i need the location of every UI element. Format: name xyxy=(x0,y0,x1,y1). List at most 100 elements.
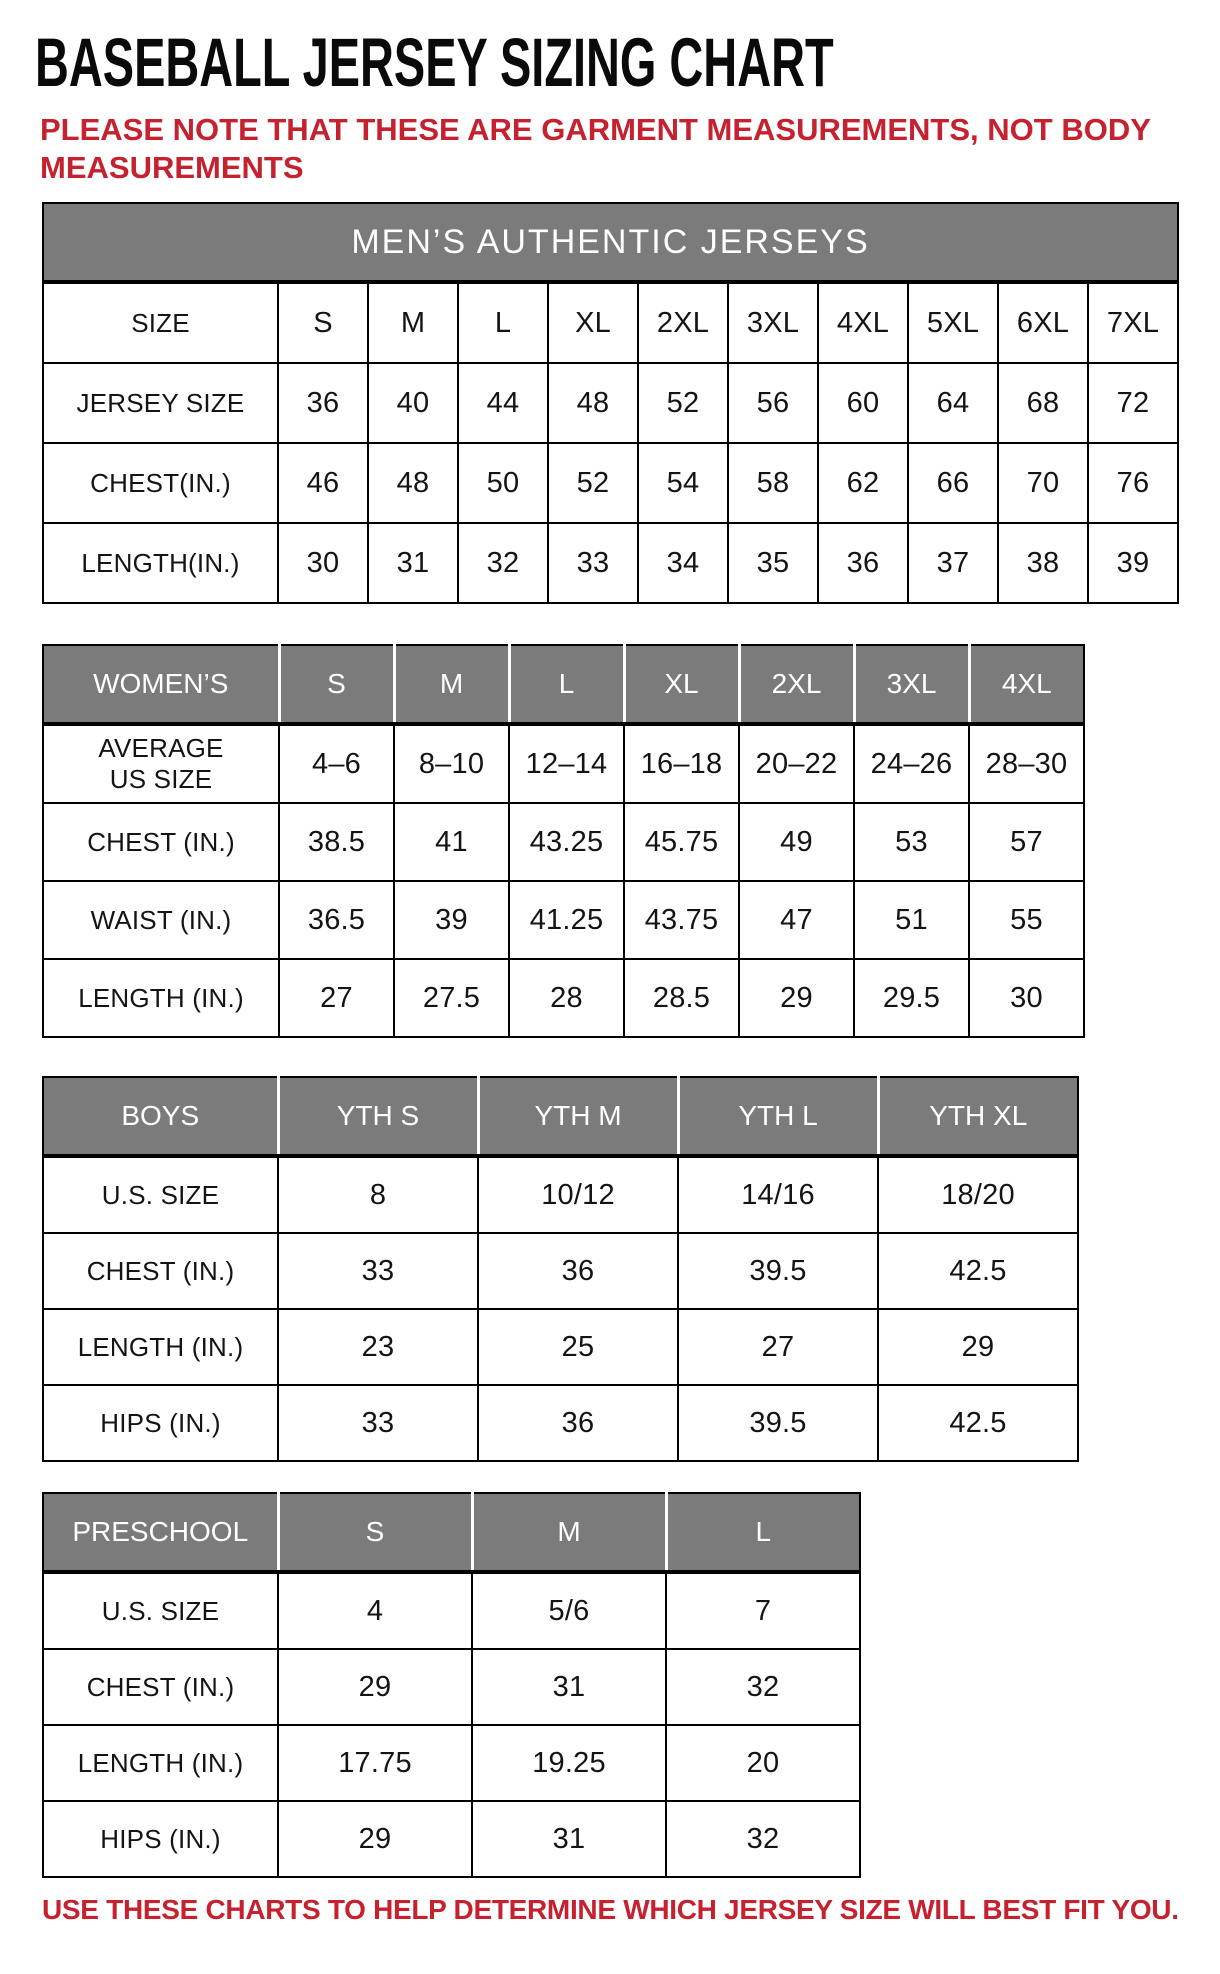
table-cell: 54 xyxy=(637,442,729,524)
table-cell: 23 xyxy=(277,1308,479,1386)
table-cell: 37 xyxy=(907,522,999,604)
row-label: HIPS (IN.) xyxy=(42,1384,279,1462)
table-cell: 29 xyxy=(277,1648,473,1726)
table-cell: 53 xyxy=(853,802,970,882)
table-cell: 60 xyxy=(817,362,909,444)
column-header: M xyxy=(470,1492,667,1574)
table-cell: 55 xyxy=(968,880,1085,960)
table-cell: 36.5 xyxy=(278,880,395,960)
table-row: U.S. SIZE 8 10/12 14/16 18/20 xyxy=(42,1155,1079,1234)
table-cell: 64 xyxy=(907,362,999,444)
table-cell: 36 xyxy=(477,1384,679,1462)
table-cell: 25 xyxy=(477,1308,679,1386)
table-header-row: PRESCHOOL S M L xyxy=(42,1492,861,1574)
column-header: YTH L xyxy=(676,1076,879,1158)
column-header: 2XL xyxy=(737,644,855,726)
table-cell: 2XL xyxy=(637,281,729,364)
table-cell: 72 xyxy=(1087,362,1179,444)
row-label: AVERAGE US SIZE xyxy=(42,723,280,804)
table-cell: 32 xyxy=(665,1800,861,1878)
table-cell: 39.5 xyxy=(677,1232,879,1310)
table-cell: 20 xyxy=(665,1724,861,1802)
table-row: LENGTH (IN.) 17.75 19.25 20 xyxy=(42,1724,861,1802)
table-cell: 58 xyxy=(727,442,819,524)
boys-sizing-table: BOYS YTH S YTH M YTH L YTH XL U.S. SIZE 8 10/12… xyxy=(42,1076,1079,1462)
table-cell: 57 xyxy=(968,802,1085,882)
row-label: LENGTH (IN.) xyxy=(42,958,280,1038)
table-cell: 8 xyxy=(277,1155,479,1234)
column-header: S xyxy=(276,1492,473,1574)
table-cell: 39.5 xyxy=(677,1384,879,1462)
table-cell: 51 xyxy=(853,880,970,960)
table-cell: 14/16 xyxy=(677,1155,879,1234)
table-cell: 29 xyxy=(738,958,855,1038)
table-cell: 4–6 xyxy=(278,723,395,804)
table-cell: 20–22 xyxy=(738,723,855,804)
table-row: CHEST (IN.) 33 36 39.5 42.5 xyxy=(42,1232,1079,1310)
column-header: YTH XL xyxy=(876,1076,1079,1158)
page-title: BASEBALL JERSEY SIZING CHART xyxy=(35,24,834,101)
table-cell: 33 xyxy=(547,522,639,604)
table-cell: 30 xyxy=(277,522,369,604)
column-header: YTH M xyxy=(476,1076,679,1158)
table-cell: 5XL xyxy=(907,281,999,364)
table-row: SIZE S M L XL 2XL 3XL 4XL 5XL 6XL 7XL xyxy=(42,281,1179,364)
table-cell: 7 xyxy=(665,1571,861,1650)
row-label: CHEST (IN.) xyxy=(42,1232,279,1310)
womens-sizing-table: WOMEN’S S M L XL 2XL 3XL 4XL AVERAGE US SIZE 4–6 8… xyxy=(42,644,1085,1038)
column-header: S xyxy=(277,644,395,726)
table-cell: 16–18 xyxy=(623,723,740,804)
table-row: JERSEY SIZE 36 40 44 48 52 56 60 64 68 72 xyxy=(42,362,1179,444)
table-cell: 28 xyxy=(508,958,625,1038)
table-cell: 19.25 xyxy=(471,1724,667,1802)
column-header: L xyxy=(664,1492,861,1574)
row-label: LENGTH (IN.) xyxy=(42,1308,279,1386)
table-cell: 68 xyxy=(997,362,1089,444)
table-cell: 40 xyxy=(367,362,459,444)
table-cell: M xyxy=(367,281,459,364)
table-cell: 50 xyxy=(457,442,549,524)
table-row: CHEST(IN.) 46 48 50 52 54 58 62 66 70 76 xyxy=(42,442,1179,524)
table-cell: 31 xyxy=(367,522,459,604)
row-label: U.S. SIZE xyxy=(42,1571,279,1650)
table-cell: 36 xyxy=(477,1232,679,1310)
table-cell: 56 xyxy=(727,362,819,444)
table-cell: 35 xyxy=(727,522,819,604)
table-cell: 41.25 xyxy=(508,880,625,960)
table-banner: MEN’S AUTHENTIC JERSEYS xyxy=(42,202,1179,284)
table-row: AVERAGE US SIZE 4–6 8–10 12–14 16–18 20–22 24–… xyxy=(42,723,1085,804)
table-cell: 38.5 xyxy=(278,802,395,882)
mens-authentic-jerseys-table: MEN’S AUTHENTIC JERSEYS SIZE S M L XL 2XL 3XL 4X… xyxy=(42,202,1179,604)
table-cell: 24–26 xyxy=(853,723,970,804)
table-cell: 39 xyxy=(1087,522,1179,604)
column-header: YTH S xyxy=(276,1076,479,1158)
table-row: CHEST (IN.) 29 31 32 xyxy=(42,1648,861,1726)
table-header-row: BOYS YTH S YTH M YTH L YTH XL xyxy=(42,1076,1079,1158)
column-header: L xyxy=(507,644,625,726)
table-cell: 28–30 xyxy=(968,723,1085,804)
table-cell: 32 xyxy=(665,1648,861,1726)
table-cell: 29 xyxy=(277,1800,473,1878)
table-cell: 47 xyxy=(738,880,855,960)
table-row: CHEST (IN.) 38.5 41 43.25 45.75 49 53 57 xyxy=(42,802,1085,882)
table-cell: XL xyxy=(547,281,639,364)
table-cell: 52 xyxy=(547,442,639,524)
row-label: CHEST (IN.) xyxy=(42,1648,279,1726)
column-header: 3XL xyxy=(852,644,970,726)
table-cell: 62 xyxy=(817,442,909,524)
row-label: SIZE xyxy=(42,281,279,364)
column-header: 4XL xyxy=(967,644,1085,726)
table-cell: 66 xyxy=(907,442,999,524)
table-cell: 4 xyxy=(277,1571,473,1650)
table-cell: 42.5 xyxy=(877,1232,1079,1310)
table-cell: 43.75 xyxy=(623,880,740,960)
table-cell: 36 xyxy=(277,362,369,444)
table-cell: 12–14 xyxy=(508,723,625,804)
table-row: LENGTH (IN.) 23 25 27 29 xyxy=(42,1308,1079,1386)
column-header: M xyxy=(392,644,510,726)
table-cell: 18/20 xyxy=(877,1155,1079,1234)
table-cell: 49 xyxy=(738,802,855,882)
table-cell: L xyxy=(457,281,549,364)
table-cell: 3XL xyxy=(727,281,819,364)
table-cell: 27.5 xyxy=(393,958,510,1038)
